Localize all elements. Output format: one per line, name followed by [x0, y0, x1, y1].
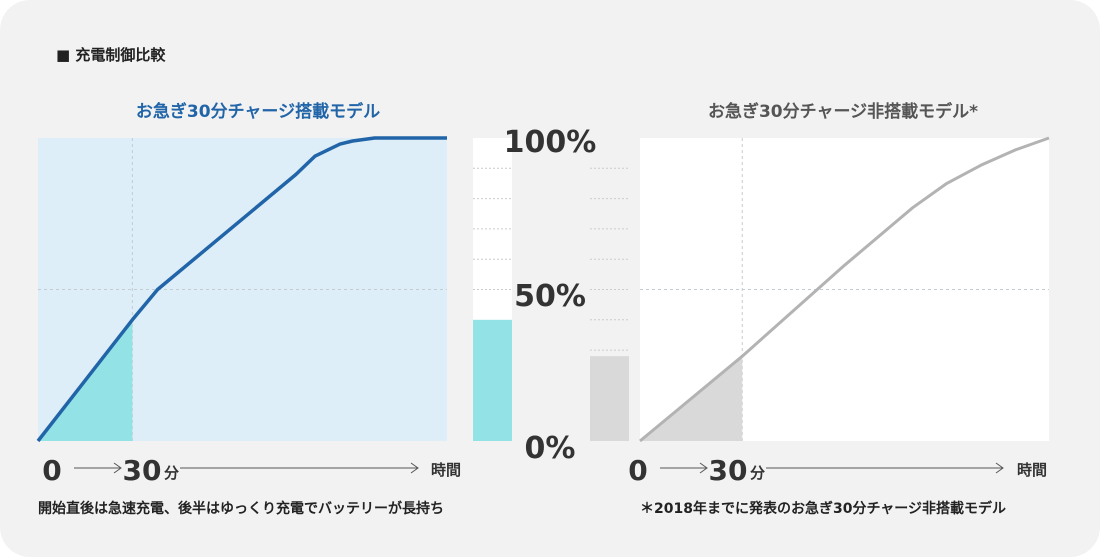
left-x-axis-label: 時間 — [431, 461, 461, 479]
left-x-arrow-short — [74, 462, 122, 474]
y-tick-label-50: 50% — [514, 279, 586, 314]
left-x-arrow-long — [180, 462, 419, 474]
right-x-arrow-long — [766, 462, 1004, 474]
right-x-tick-label-30: 30 — [709, 454, 748, 487]
y-tick-label-0: 0% — [525, 431, 576, 466]
right-x-axis-label: 時間 — [1017, 461, 1047, 479]
right-caption: ＊2018年までに発表のお急ぎ30分チャージ非搭載モデル — [640, 500, 1006, 517]
left-chart-title: お急ぎ30分チャージ搭載モデル — [136, 101, 380, 122]
y-tick-label-100: 100% — [504, 125, 597, 160]
left-level-gauge — [473, 138, 512, 441]
right-x-tick-label-0: 0 — [628, 454, 647, 487]
left-gauge-fill — [473, 319, 512, 441]
left-caption: 開始直後は急速充電、後半はゆっくり充電でバッテリーが長持ち — [38, 500, 444, 517]
right-charge-curve — [639, 136, 1050, 443]
right-x-arrow-short — [660, 462, 708, 474]
left-x-unit: 分 — [164, 464, 179, 482]
left-charge-curve — [36, 136, 447, 443]
right-x-unit: 分 — [750, 464, 765, 482]
left-x-tick-label-0: 0 — [42, 454, 61, 487]
right-chart-title: お急ぎ30分チャージ非搭載モデル* — [708, 101, 978, 122]
right-gauge-fill — [590, 356, 629, 441]
left-x-tick-label-30: 30 — [123, 454, 162, 487]
section-heading: ■ 充電制御比較 — [56, 46, 166, 64]
right-level-gauge — [590, 138, 629, 441]
